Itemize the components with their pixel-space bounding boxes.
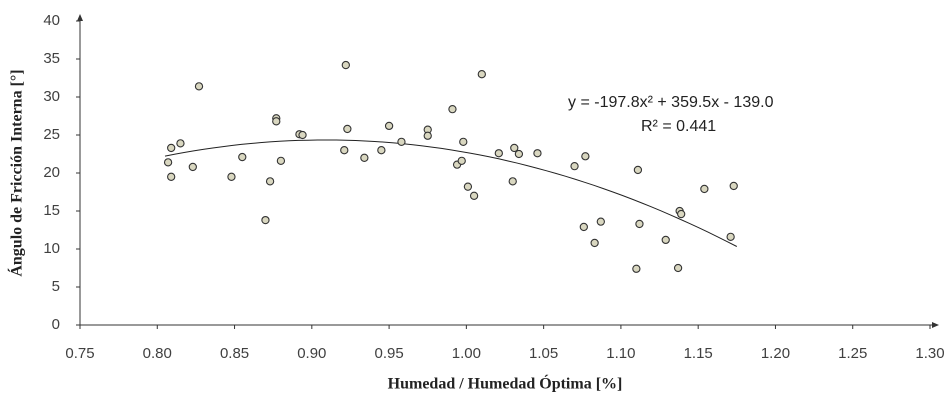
- data-point: [514, 149, 524, 159]
- x-tick-label: 1.30: [915, 345, 944, 362]
- x-tick-label: 0.85: [220, 345, 249, 362]
- data-point: [360, 153, 369, 162]
- data-point: [510, 143, 519, 153]
- x-tick-label: 1.15: [684, 345, 713, 362]
- x-tick-label: 1.20: [761, 345, 790, 362]
- data-point: [167, 143, 176, 153]
- y-tick-label: 30: [43, 88, 60, 105]
- data-point: [533, 149, 542, 158]
- data-point: [448, 105, 457, 114]
- y-tick-label: 25: [43, 126, 60, 143]
- data-point: [726, 232, 735, 241]
- data-point: [469, 191, 479, 200]
- data-point: [341, 60, 350, 70]
- data-point: [632, 264, 641, 273]
- x-tick-label: 0.80: [143, 345, 172, 362]
- x-tick-label: 0.90: [297, 345, 326, 362]
- x-tick-label: 0.75: [65, 345, 94, 362]
- data-point: [377, 146, 386, 155]
- data-point: [227, 172, 236, 181]
- data-point: [463, 182, 473, 191]
- x-tick-label: 0.95: [374, 345, 403, 362]
- x-tick-label: 1.00: [452, 345, 481, 362]
- data-point: [508, 177, 517, 186]
- data-point: [167, 172, 176, 181]
- x-tick-label: 1.05: [529, 345, 558, 362]
- trendline-r2: R² = 0.441: [641, 118, 716, 135]
- x-tick-label: 1.25: [838, 345, 867, 362]
- data-point: [265, 177, 275, 186]
- data-point: [673, 263, 683, 273]
- data-point: [633, 165, 643, 175]
- data-point: [570, 162, 579, 171]
- data-point: [677, 209, 686, 219]
- data-point: [661, 235, 670, 245]
- data-point: [384, 121, 394, 131]
- data-point: [590, 238, 599, 248]
- data-point: [459, 137, 468, 146]
- data-point: [188, 162, 197, 172]
- data-point: [579, 222, 588, 232]
- data-point: [397, 137, 406, 146]
- data-point: [343, 124, 352, 134]
- y-tick-label: 5: [52, 278, 60, 295]
- y-tick-label: 15: [43, 202, 60, 219]
- data-point: [298, 130, 307, 140]
- data-point: [340, 146, 349, 155]
- trendline-equation: y = -197.8x² + 359.5x - 139.0: [568, 94, 774, 111]
- trendline: [164, 139, 738, 247]
- y-tick-label: 40: [43, 12, 60, 29]
- data-point: [238, 152, 247, 162]
- y-axis-title: Ángulo de Fricción Interna [°]: [7, 69, 26, 276]
- data-point: [729, 181, 738, 191]
- x-tick-label: 1.10: [606, 345, 635, 362]
- data-point: [276, 156, 286, 165]
- data-point: [494, 149, 503, 158]
- x-axis-title: Humedad / Humedad Óptima [%]: [388, 374, 623, 393]
- data-point: [272, 117, 281, 126]
- data-point: [635, 219, 644, 229]
- data-point: [457, 156, 466, 165]
- data-point: [477, 70, 486, 79]
- data-point: [700, 184, 709, 194]
- data-point: [176, 139, 185, 148]
- data-point: [261, 215, 270, 225]
- y-tick-label: 20: [43, 164, 60, 181]
- y-tick-label: 10: [43, 240, 60, 257]
- data-point: [194, 82, 204, 91]
- y-tick-label: 35: [43, 50, 60, 67]
- data-point: [163, 158, 173, 167]
- data-point: [596, 217, 605, 226]
- data-point: [423, 131, 432, 140]
- data-point: [581, 152, 590, 161]
- y-tick-label: 0: [52, 316, 60, 333]
